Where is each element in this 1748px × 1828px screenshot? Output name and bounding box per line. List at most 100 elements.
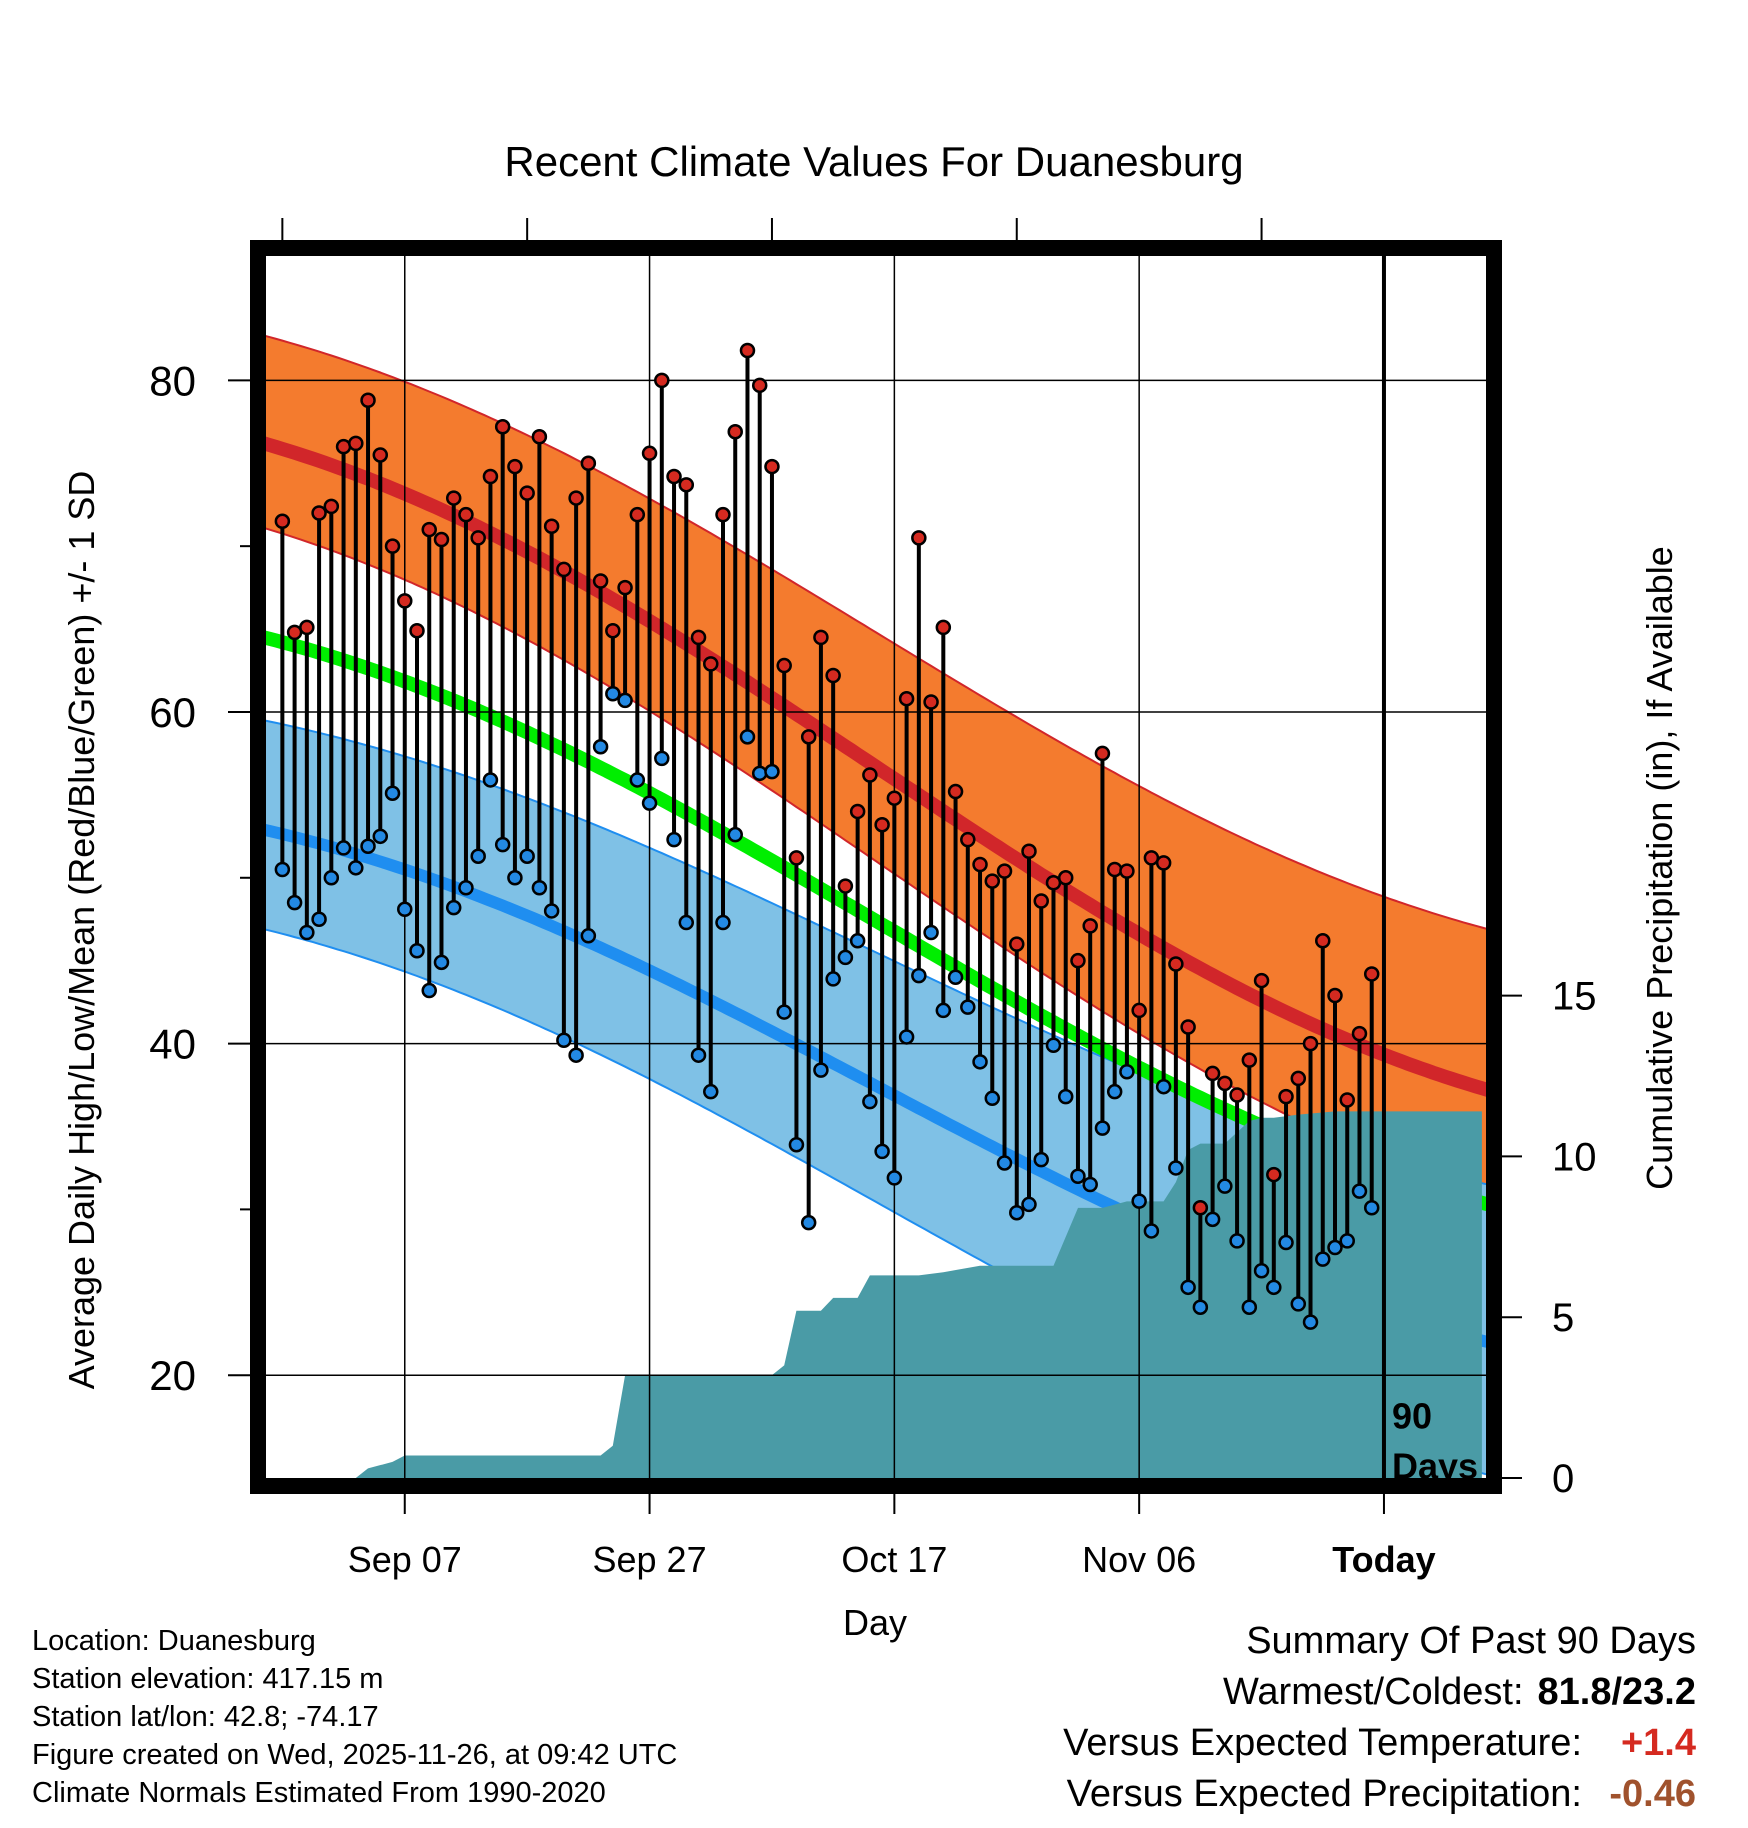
daily-low-point [1033, 1151, 1049, 1168]
daily-low-point [1045, 1037, 1062, 1053]
daily-high-point [568, 490, 584, 506]
daily-high-point [1033, 893, 1049, 909]
daily-high-point [445, 490, 462, 506]
daily-high-point [507, 458, 523, 475]
daily-low-point [874, 1143, 890, 1160]
daily-low-point [1204, 1211, 1221, 1228]
daily-low-point [421, 982, 437, 999]
daily-high-point [1094, 745, 1111, 762]
created-text: Figure created on Wed, 2025-11-26, at 09… [32, 1739, 678, 1771]
daily-low-point [703, 1083, 719, 1100]
daily-high-point [1217, 1075, 1233, 1092]
daily-low-point [641, 795, 658, 811]
daily-low-point [568, 1047, 584, 1063]
daily-low-point [837, 949, 854, 966]
daily-low-point [629, 772, 646, 788]
x-tick-label: Today [1332, 1539, 1435, 1580]
daily-low-point [825, 971, 841, 987]
daily-high-point [1363, 966, 1380, 982]
temp-anomaly-value: +1.4 [1620, 1722, 1696, 1764]
daily-low-point [788, 1136, 805, 1153]
daily-high-point [1351, 1025, 1368, 1042]
plot-area [264, 256, 1488, 1478]
y2-tick-label: 15 [1552, 975, 1597, 1019]
daily-high-point [421, 521, 437, 538]
daily-low-point [433, 954, 450, 971]
daily-high-point [494, 419, 511, 435]
daily-low-point [507, 870, 523, 886]
daily-low-point [666, 831, 682, 848]
daily-low-point [335, 840, 352, 856]
daily-high-point [788, 850, 805, 866]
daily-low-point [556, 1032, 572, 1049]
daily-high-point [911, 530, 927, 546]
daily-low-point [1021, 1196, 1037, 1213]
daily-high-point [739, 342, 756, 359]
daily-low-point [299, 924, 315, 941]
y-axis-label: Average Daily High/Low/Mean (Red/Blue/Gr… [61, 471, 102, 1390]
daily-low-point [592, 739, 609, 755]
daily-low-point [494, 836, 511, 853]
daily-high-point [580, 455, 597, 472]
daily-high-point [605, 622, 621, 639]
temp-anomaly-row: Versus Expected Temperature: +1.4 [1063, 1718, 1696, 1769]
daily-low-point [947, 969, 964, 986]
daily-low-point [1266, 1279, 1282, 1296]
daily-high-point [1155, 855, 1172, 871]
y2-tick-label: 0 [1552, 1457, 1574, 1501]
daily-low-point [849, 933, 866, 949]
daily-high-point [433, 531, 450, 548]
y2-tick-label: 5 [1552, 1296, 1574, 1340]
daily-low-point [409, 942, 425, 959]
daily-high-point [556, 561, 572, 578]
daily-high-point [996, 863, 1013, 879]
daily-low-point [923, 924, 939, 941]
daily-low-point [972, 1054, 988, 1070]
summary-panel: Summary Of Past 90 Days Warmest/Coldest:… [1063, 1616, 1696, 1820]
daily-low-point [1057, 1088, 1074, 1105]
daily-high-point [397, 593, 413, 609]
daily-low-point [580, 928, 597, 944]
warm-cold-value: 81.8/23.2 [1537, 1671, 1696, 1713]
daily-low-point [776, 1004, 792, 1020]
daily-high-point [800, 729, 817, 745]
daily-low-point [531, 879, 548, 896]
daily-high-point [1106, 861, 1123, 878]
daily-low-point [996, 1155, 1013, 1171]
normals-text: Climate Normals Estimated From 1990-2020 [32, 1777, 606, 1809]
daily-high-point [384, 538, 401, 554]
daily-high-point [862, 767, 878, 783]
daily-low-point [1241, 1299, 1258, 1315]
y-tick-label: 80 [149, 357, 196, 404]
daily-high-point [311, 505, 327, 521]
daily-high-point [947, 783, 964, 800]
daily-high-point [960, 831, 976, 848]
daily-high-point [690, 629, 707, 646]
x-tick-label: Oct 17 [841, 1539, 947, 1580]
axes: 20 40 60 80 0 5 10 15 Sep 07 Sep 27 Oct 17 Nov 06 To… [149, 218, 1597, 1580]
daily-high-point [519, 485, 535, 501]
daily-low-point [813, 1062, 829, 1078]
daily-low-point [482, 772, 499, 788]
daily-high-point [923, 694, 939, 710]
daily-low-point [1278, 1234, 1294, 1251]
warm-cold-label: Warmest/Coldest: [1222, 1671, 1524, 1713]
daily-low-point [617, 692, 633, 709]
location-text: Location: Duanesburg [32, 1625, 316, 1657]
y2-axis-label: Cumulative Precipitation (in), If Availa… [1639, 546, 1680, 1190]
daily-high-point [1315, 933, 1331, 949]
precip-anomaly-value: -0.46 [1609, 1773, 1696, 1815]
daily-low-point [1106, 1083, 1123, 1100]
daily-low-point [286, 894, 303, 911]
daily-high-point [666, 468, 682, 485]
daily-low-point [1143, 1223, 1160, 1239]
station-info: Location: Duanesburg Station elevation: … [32, 1622, 677, 1812]
daily-low-point [1131, 1193, 1147, 1209]
daily-high-point [1229, 1087, 1245, 1103]
daily-low-point [935, 1002, 952, 1019]
daily-high-point [1168, 956, 1184, 972]
daily-high-point [1302, 1035, 1319, 1052]
daily-high-point [1290, 1070, 1307, 1087]
daily-high-point [825, 667, 841, 684]
